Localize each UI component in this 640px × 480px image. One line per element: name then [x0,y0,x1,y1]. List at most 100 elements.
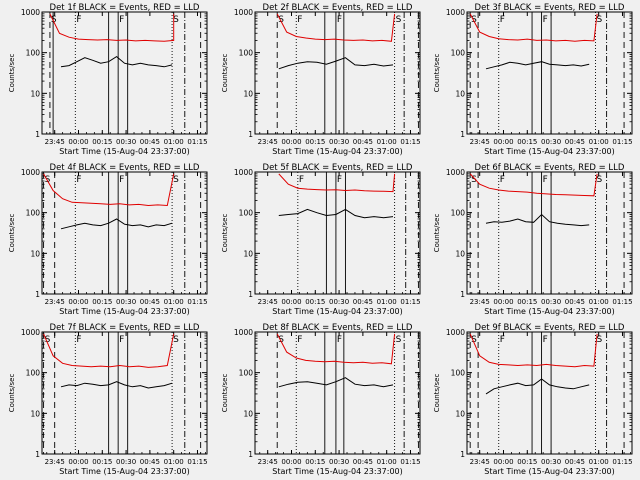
event-marker-label: S [597,175,603,185]
event-marker-label: S [471,335,477,345]
x-tick-label: 01:15 [400,298,420,306]
x-tick-label: 01:15 [187,138,207,146]
y-axis-label: Counts/sec [221,374,229,413]
x-axis-label: Start Time (15-Aug-04 23:37:00) [272,467,403,476]
events-series-line [60,381,173,389]
lld-series-line [469,333,598,368]
x-tick-label: 23:45 [45,138,65,146]
event-marker-label: F [76,335,81,345]
x-tick-label: 00:00 [493,298,513,306]
x-tick-label: 00:15 [517,298,537,306]
event-marker-label: F [337,175,342,185]
x-tick-label: 01:00 [589,298,609,306]
y-axis-label: Counts/sec [8,214,16,253]
y-tick-label: 1 [248,130,253,139]
x-tick-label: 23:45 [258,138,278,146]
x-tick-label: 00:30 [116,138,136,146]
plot-frame [41,331,208,455]
event-marker-label: F [297,335,302,345]
x-tick-label: 00:30 [541,458,561,466]
y-tick-label: 1000 [21,168,40,177]
y-tick-label: 1000 [234,168,253,177]
panel-title: Det 5f BLACK = Events, RED = LLD [263,163,413,173]
panel-title: Det 4f BLACK = Events, RED = LLD [50,163,200,173]
plot-frame [41,11,208,135]
events-series-line [485,61,590,70]
y-tick-label: 1 [248,450,253,459]
y-tick-label: 10 [30,249,40,258]
y-axis-label: Counts/sec [221,214,229,253]
event-marker-label: F [337,15,342,25]
x-tick-label: 00:30 [329,138,349,146]
x-tick-label: 00:00 [68,298,88,306]
panel-title: Det 2f BLACK = Events, RED = LLD [263,3,413,13]
x-tick-label: 00:30 [116,458,136,466]
y-tick-label: 10 [455,249,465,258]
panel-title: Det 1f BLACK = Events, RED = LLD [50,3,200,13]
y-tick-label: 10 [243,89,253,98]
y-tick-label: 1 [35,290,40,299]
y-tick-label: 100 [451,49,466,58]
x-tick-label: 00:15 [92,458,112,466]
lld-series-line [278,173,396,193]
panel-title: Det 3f BLACK = Events, RED = LLD [475,3,625,13]
x-tick-label: 23:45 [45,458,65,466]
x-tick-label: 00:45 [140,458,160,466]
detector-panel: Det 6f BLACK = Events, RED = LLD Counts/s… [433,163,633,316]
y-tick-label: 10 [455,409,465,418]
x-tick-label: 01:00 [589,138,609,146]
y-tick-label: 1000 [21,328,40,337]
event-marker-label: S [471,175,477,185]
panel-title: Det 9f BLACK = Events, RED = LLD [475,323,625,333]
plot-frame [254,331,421,455]
x-tick-label: 00:15 [305,458,325,466]
events-series-line [278,57,394,70]
event-marker-label: S [396,15,402,25]
x-tick-label: 00:00 [493,458,513,466]
events-series-line [278,208,394,219]
plot-frame [466,11,633,135]
y-axis-label: Counts/sec [433,214,441,253]
event-marker-label: S [597,335,603,345]
event-marker-label: F [76,15,81,25]
x-tick-label: 00:15 [305,138,325,146]
y-axis-label: Counts/sec [221,54,229,93]
y-tick-label: 10 [243,249,253,258]
x-tick-label: 00:15 [92,298,112,306]
events-series-line [278,377,394,388]
event-marker-label: F [119,15,124,25]
events-series-line [485,213,590,227]
x-tick-label: 01:00 [164,458,184,466]
event-marker-label: S [173,175,179,185]
events-series-line [485,378,590,395]
y-tick-label: 100 [26,49,41,58]
y-tick-label: 100 [26,369,41,378]
event-marker-label: S [45,335,51,345]
x-tick-label: 00:45 [353,298,373,306]
plot-frame [41,171,208,295]
y-tick-label: 10 [30,409,40,418]
event-marker-label: F [76,175,81,185]
x-tick-label: 00:45 [140,298,160,306]
y-tick-label: 1000 [234,8,253,17]
x-tick-label: 00:45 [353,138,373,146]
x-axis-label: Start Time (15-Aug-04 23:37:00) [59,307,190,316]
x-tick-label: 01:15 [612,458,632,466]
y-tick-label: 1000 [234,328,253,337]
x-tick-label: 23:45 [470,458,490,466]
y-tick-label: 1000 [446,8,465,17]
x-tick-label: 01:15 [400,138,420,146]
y-tick-label: 100 [451,209,466,218]
y-tick-label: 100 [239,209,254,218]
event-marker-label: S [396,335,402,345]
x-tick-label: 00:45 [140,138,160,146]
event-marker-label: F [543,335,548,345]
y-axis-label: Counts/sec [8,54,16,93]
y-tick-label: 10 [455,89,465,98]
lld-series-line [49,13,175,42]
x-tick-label: 00:00 [281,138,301,146]
x-tick-label: 00:30 [329,458,349,466]
x-tick-label: 00:45 [565,298,585,306]
x-axis-label: Start Time (15-Aug-04 23:37:00) [484,467,615,476]
x-axis-label: Start Time (15-Aug-04 23:37:00) [484,147,615,156]
